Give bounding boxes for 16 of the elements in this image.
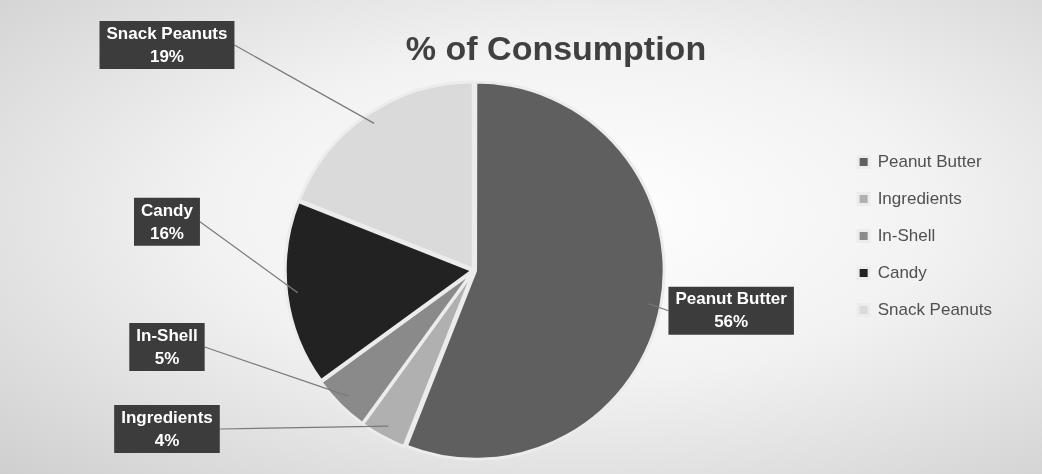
- slice-label: Candy: [140, 200, 194, 220]
- legend-label: In-Shell: [877, 225, 936, 245]
- data-label: 19%: [149, 46, 184, 66]
- legend-label: Ingredients: [877, 188, 962, 208]
- legend-label: Snack Peanuts: [877, 299, 993, 319]
- legend-label: Candy: [877, 262, 928, 282]
- data-label: 5%: [154, 348, 180, 368]
- chart-title: % of Consumption: [405, 28, 707, 67]
- slice-label: Ingredients: [121, 407, 213, 427]
- data-label: 16%: [149, 223, 184, 243]
- data-label: 4%: [154, 430, 180, 450]
- legend-label: Peanut Butter: [877, 151, 982, 171]
- slice-label: Snack Peanuts: [106, 23, 228, 43]
- data-label: 56%: [714, 312, 749, 332]
- slice-label: Peanut Butter: [675, 289, 788, 309]
- slice-label: In-Shell: [136, 325, 198, 345]
